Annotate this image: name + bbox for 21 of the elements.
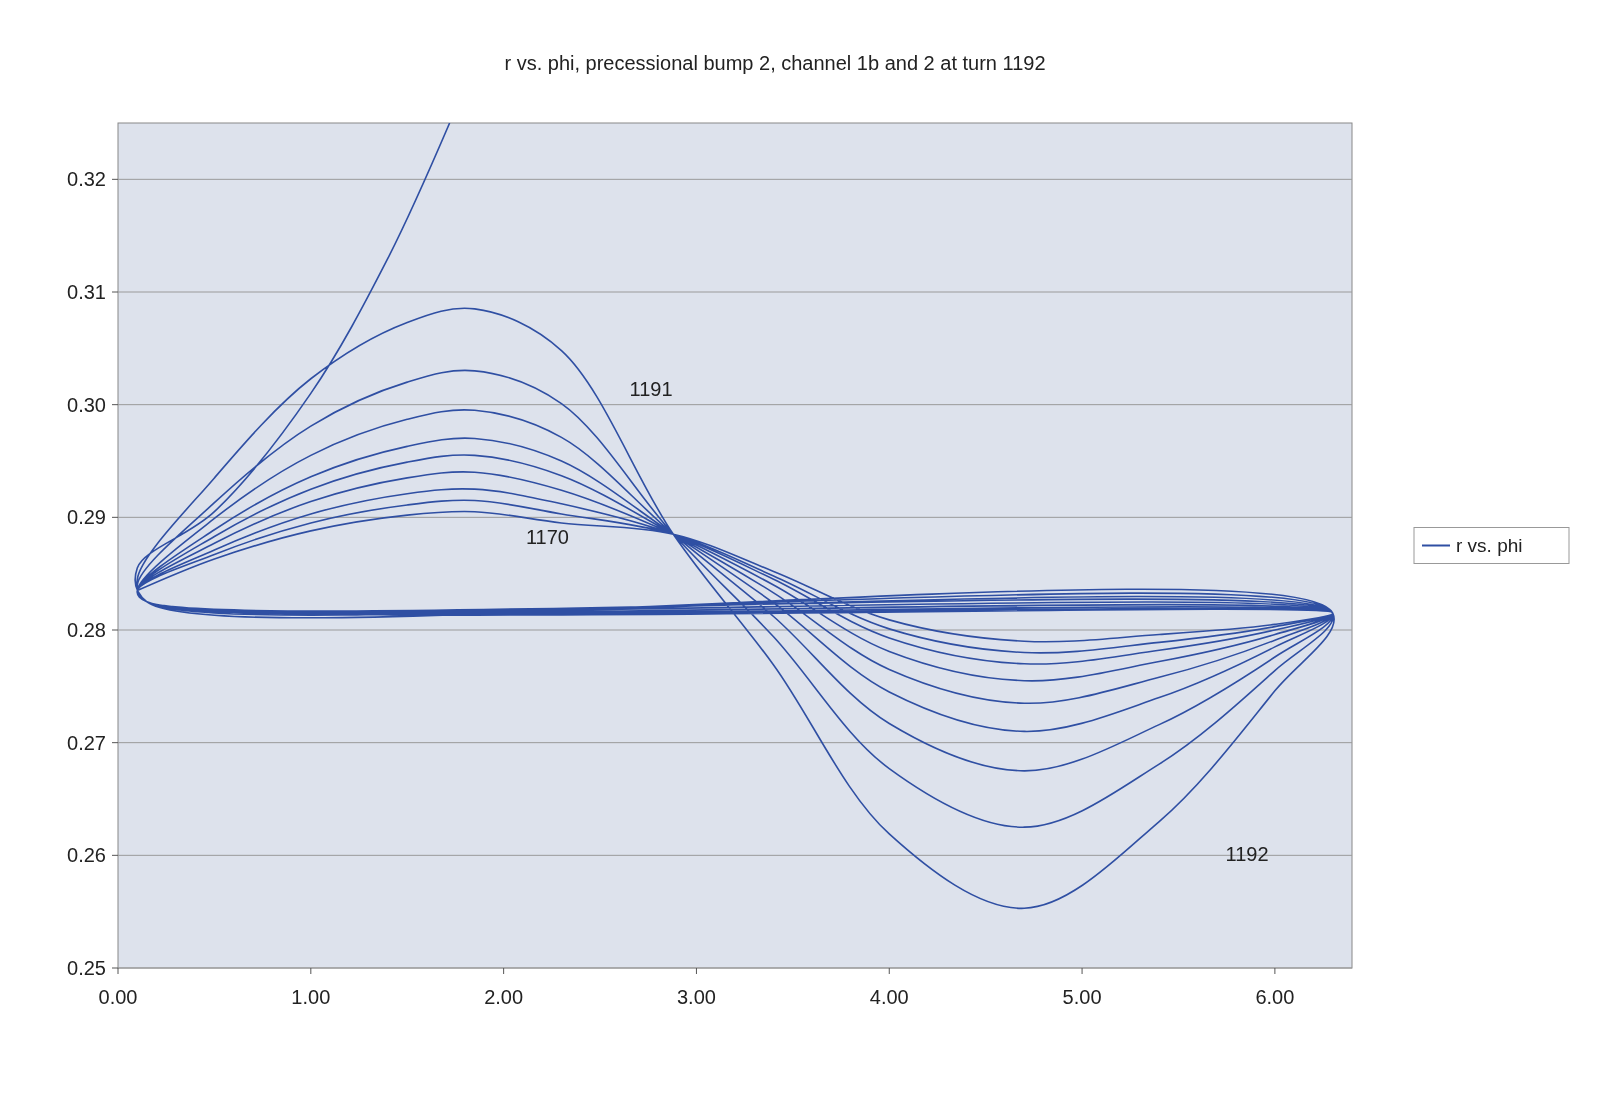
y-tick-label: 0.32: [67, 168, 106, 191]
annotation: 1170: [525, 526, 569, 549]
x-tick-label: 5.00: [1062, 986, 1102, 1008]
x-tick-label: 3.00: [676, 986, 716, 1008]
x-tick-label: 6.00: [1255, 986, 1295, 1008]
y-tick-label: 0.25: [67, 957, 106, 979]
x-tick-label: 4.00: [869, 986, 909, 1008]
line-series: [136, 123, 1334, 910]
annotation: 1191: [629, 378, 673, 401]
y-tick-label: 0.30: [67, 393, 106, 416]
chart-title: r vs. phi, precessional bump 2, channel 1b and 2 at turn 1192: [504, 52, 1046, 74]
x-tick-label: 1.00: [291, 986, 331, 1008]
x-tick-label: 0.00: [98, 986, 138, 1008]
y-tick-label: 0.31: [67, 281, 106, 303]
y-tick-label: 0.26: [67, 844, 106, 867]
y-tick-label: 0.27: [67, 731, 106, 754]
y-tick-label: 0.28: [67, 619, 106, 641]
y-tick-label: 0.29: [67, 506, 106, 529]
annotation: 1192: [1225, 842, 1269, 865]
x-tick-label: 2.00: [484, 986, 524, 1008]
legend-label: r vs. phi: [1456, 535, 1523, 557]
